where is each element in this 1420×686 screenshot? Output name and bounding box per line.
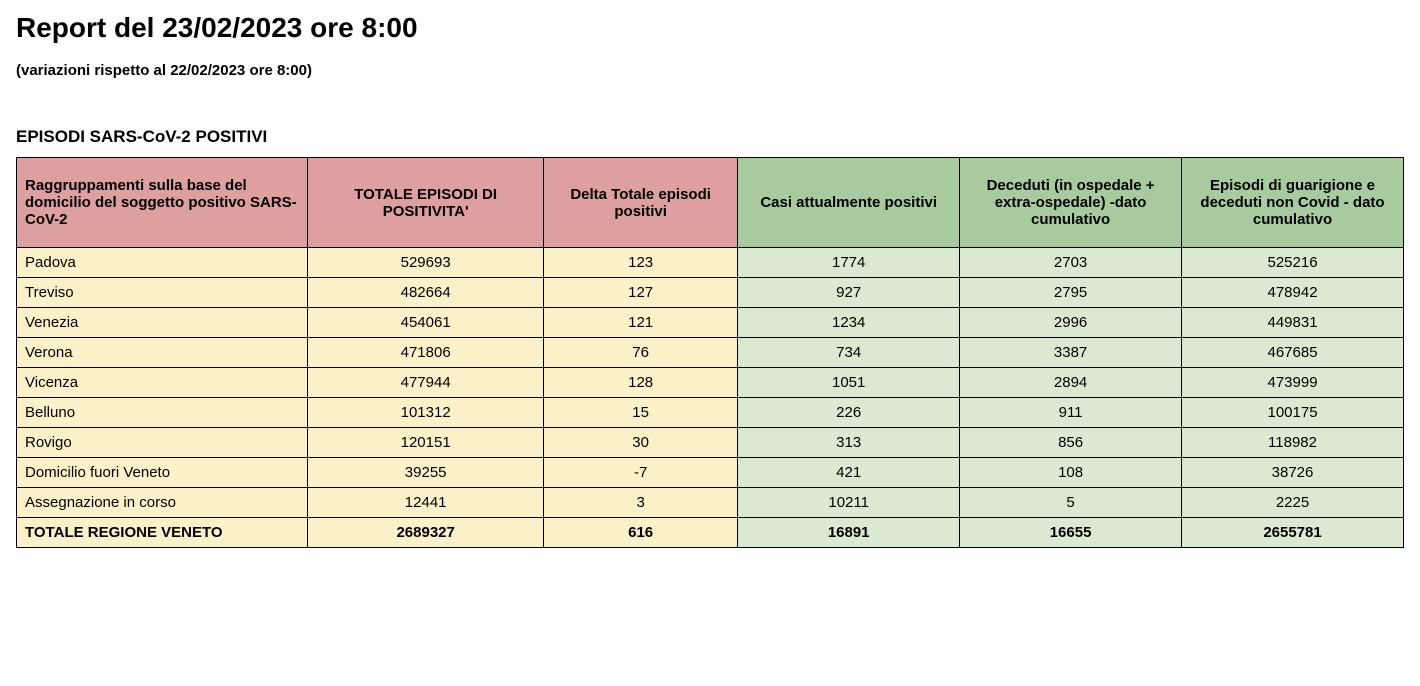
column-header: Delta Totale episodi positivi: [544, 158, 738, 248]
data-cell: 226: [738, 398, 960, 428]
data-cell: -7: [544, 458, 738, 488]
row-label-cell: Verona: [17, 338, 308, 368]
data-cell: 473999: [1182, 368, 1404, 398]
data-cell: 16655: [960, 518, 1182, 548]
data-cell: 2655781: [1182, 518, 1404, 548]
data-cell: 10211: [738, 488, 960, 518]
data-cell: 421: [738, 458, 960, 488]
table-row: Vicenza47794412810512894473999: [17, 368, 1404, 398]
data-cell: 39255: [308, 458, 544, 488]
data-cell: 482664: [308, 278, 544, 308]
data-cell: 100175: [1182, 398, 1404, 428]
data-cell: 449831: [1182, 308, 1404, 338]
table-row: Domicilio fuori Veneto39255-742110838726: [17, 458, 1404, 488]
data-cell: 3387: [960, 338, 1182, 368]
data-cell: 477944: [308, 368, 544, 398]
row-label-cell: Vicenza: [17, 368, 308, 398]
row-label-cell: Venezia: [17, 308, 308, 338]
data-cell: 128: [544, 368, 738, 398]
data-cell: 2689327: [308, 518, 544, 548]
column-header: Episodi di guarigione e deceduti non Cov…: [1182, 158, 1404, 248]
data-cell: 108: [960, 458, 1182, 488]
episodes-table: Raggruppamenti sulla base del domicilio …: [16, 157, 1404, 548]
data-cell: 2894: [960, 368, 1182, 398]
data-cell: 5: [960, 488, 1182, 518]
data-cell: 15: [544, 398, 738, 428]
column-header: TOTALE EPISODI DI POSITIVITA': [308, 158, 544, 248]
column-header: Casi attualmente positivi: [738, 158, 960, 248]
section-title: EPISODI SARS-CoV-2 POSITIVI: [16, 127, 1404, 147]
row-label-cell: Padova: [17, 248, 308, 278]
table-row: Treviso4826641279272795478942: [17, 278, 1404, 308]
data-cell: 38726: [1182, 458, 1404, 488]
data-cell: 76: [544, 338, 738, 368]
data-cell: 2795: [960, 278, 1182, 308]
table-header-row: Raggruppamenti sulla base del domicilio …: [17, 158, 1404, 248]
data-cell: 454061: [308, 308, 544, 338]
row-label-cell: TOTALE REGIONE VENETO: [17, 518, 308, 548]
data-cell: 16891: [738, 518, 960, 548]
data-cell: 471806: [308, 338, 544, 368]
data-cell: 616: [544, 518, 738, 548]
data-cell: 467685: [1182, 338, 1404, 368]
data-cell: 313: [738, 428, 960, 458]
row-label-cell: Belluno: [17, 398, 308, 428]
table-row: Verona471806767343387467685: [17, 338, 1404, 368]
data-cell: 856: [960, 428, 1182, 458]
data-cell: 1774: [738, 248, 960, 278]
data-cell: 127: [544, 278, 738, 308]
data-cell: 3: [544, 488, 738, 518]
column-header: Deceduti (in ospedale + extra-ospedale) …: [960, 158, 1182, 248]
data-cell: 927: [738, 278, 960, 308]
row-label-cell: Treviso: [17, 278, 308, 308]
table-row: Belluno10131215226911100175: [17, 398, 1404, 428]
data-cell: 911: [960, 398, 1182, 428]
table-row: Assegnazione in corso1244131021152225: [17, 488, 1404, 518]
data-cell: 2996: [960, 308, 1182, 338]
table-row: Venezia45406112112342996449831: [17, 308, 1404, 338]
data-cell: 478942: [1182, 278, 1404, 308]
data-cell: 30: [544, 428, 738, 458]
row-label-cell: Domicilio fuori Veneto: [17, 458, 308, 488]
data-cell: 734: [738, 338, 960, 368]
data-cell: 1051: [738, 368, 960, 398]
row-label-cell: Assegnazione in corso: [17, 488, 308, 518]
report-title: Report del 23/02/2023 ore 8:00: [16, 12, 1404, 44]
data-cell: 525216: [1182, 248, 1404, 278]
data-cell: 120151: [308, 428, 544, 458]
data-cell: 529693: [308, 248, 544, 278]
data-cell: 101312: [308, 398, 544, 428]
row-label-cell: Rovigo: [17, 428, 308, 458]
data-cell: 2225: [1182, 488, 1404, 518]
data-cell: 123: [544, 248, 738, 278]
data-cell: 12441: [308, 488, 544, 518]
data-cell: 1234: [738, 308, 960, 338]
table-row: Rovigo12015130313856118982: [17, 428, 1404, 458]
data-cell: 2703: [960, 248, 1182, 278]
column-header: Raggruppamenti sulla base del domicilio …: [17, 158, 308, 248]
data-cell: 121: [544, 308, 738, 338]
table-row: Padova52969312317742703525216: [17, 248, 1404, 278]
data-cell: 118982: [1182, 428, 1404, 458]
report-subtitle: (variazioni rispetto al 22/02/2023 ore 8…: [16, 62, 1404, 79]
table-total-row: TOTALE REGIONE VENETO2689327616168911665…: [17, 518, 1404, 548]
